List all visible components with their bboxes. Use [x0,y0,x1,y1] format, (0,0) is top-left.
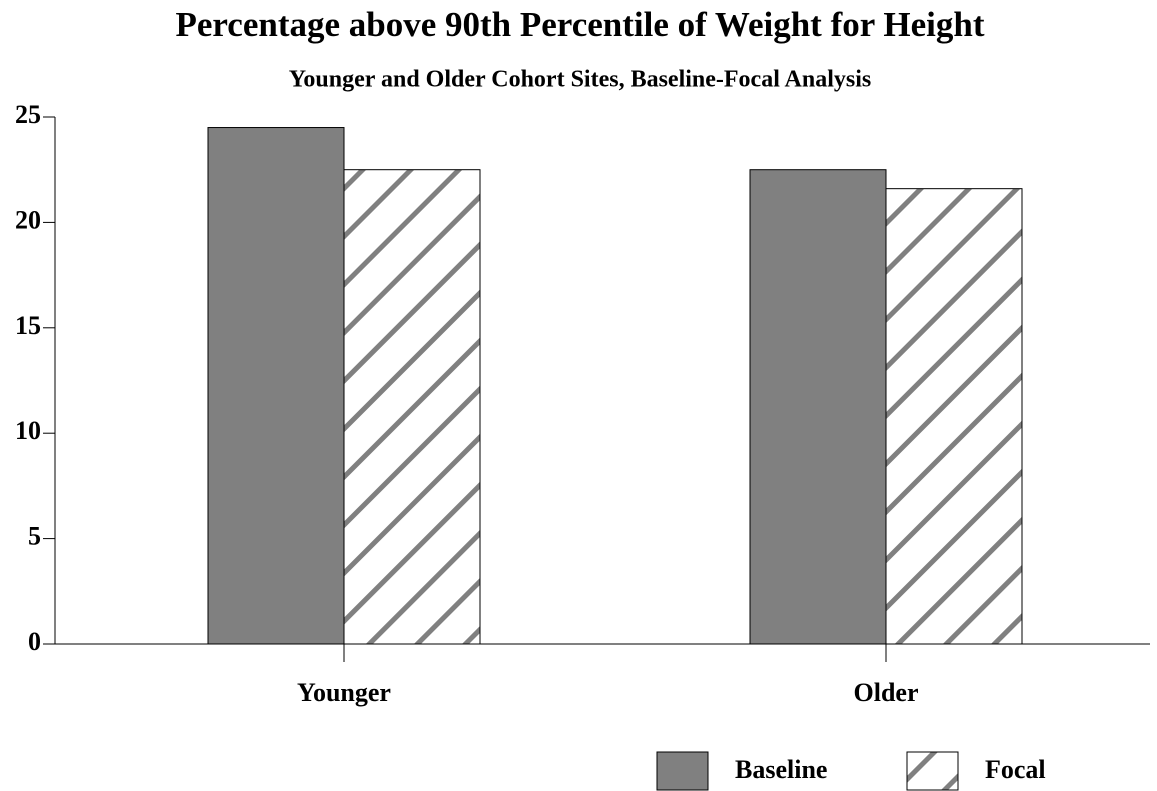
bar [343,169,481,645]
y-tick-label: 20 [15,205,41,234]
chart-title: Percentage above 90th Percentile of Weig… [175,5,984,44]
legend-label: Baseline [735,755,827,784]
legend-label: Focal [985,755,1046,784]
y-tick-label: 0 [28,627,41,656]
y-tick-label: 15 [15,311,41,340]
bar [885,188,1023,645]
legend-swatch [656,751,709,791]
chart-subtitle: Younger and Older Cohort Sites, Baseline… [289,67,872,93]
y-tick-label: 10 [15,416,41,445]
bar [749,169,887,645]
x-tick-label: Older [854,678,919,707]
bar [207,127,345,645]
y-tick-label: 5 [28,522,41,551]
x-tick-label: Younger [297,678,391,707]
legend-swatch [906,751,959,791]
y-tick-label: 25 [15,100,41,129]
